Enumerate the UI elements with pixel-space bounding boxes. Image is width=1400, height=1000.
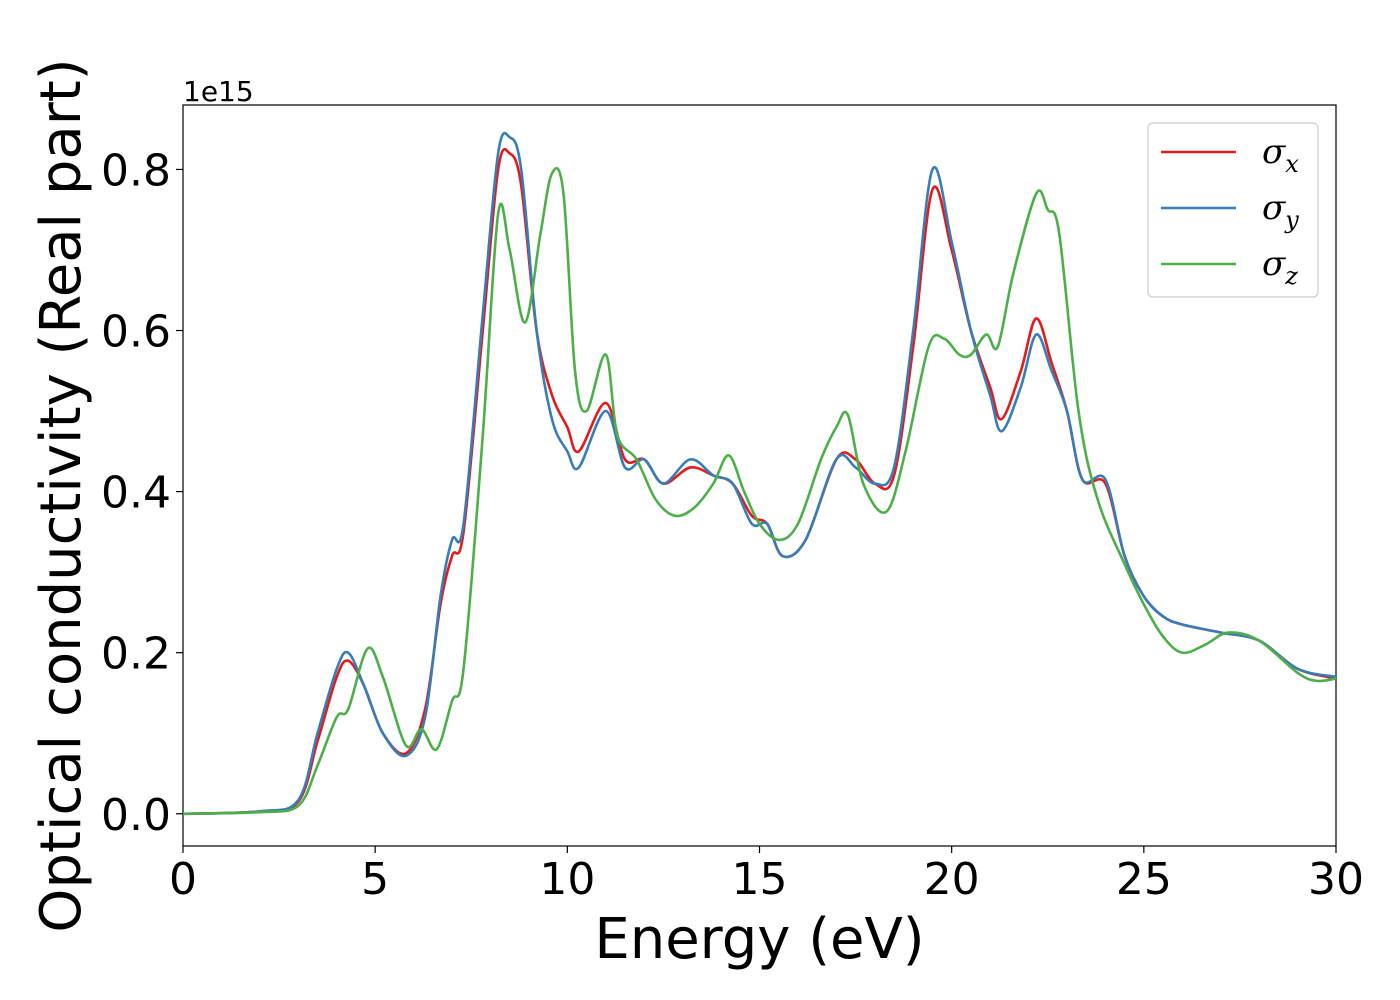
x-tick-label: 25 <box>1116 854 1172 905</box>
x-tick-label: 20 <box>924 854 980 905</box>
legend-symbol: σ <box>1262 188 1286 228</box>
y-axis-ticks: 0.0 0.2 0.4 0.6 0.8 <box>101 145 183 841</box>
x-axis-label: Energy (eV) <box>594 907 924 972</box>
legend-label-sigma-x: σx <box>1262 132 1299 178</box>
legend-label-sigma-y: σy <box>1262 188 1299 234</box>
x-tick-label: 10 <box>539 854 595 905</box>
y-tick-label: 0.2 <box>101 629 171 680</box>
series-line-sigma-z <box>182 166 1337 816</box>
y-axis-offset-label: 1e15 <box>183 75 254 108</box>
legend-label-sigma-z: σz <box>1262 244 1298 290</box>
legend-subscript: x <box>1285 150 1299 178</box>
legend-subscript: z <box>1284 262 1298 290</box>
y-tick-label: 0.6 <box>101 307 171 358</box>
legend-symbol: σ <box>1262 132 1286 172</box>
x-axis-ticks: 0 5 10 15 20 25 30 <box>169 846 1364 905</box>
y-axis-label: Optical conductivity (Real part) <box>29 58 94 932</box>
series-layer <box>182 131 1337 816</box>
x-tick-label: 0 <box>169 854 197 905</box>
y-tick-label: 0.0 <box>101 790 171 841</box>
x-tick-label: 30 <box>1308 854 1364 905</box>
legend-subscript: y <box>1284 206 1299 234</box>
legend-symbol: σ <box>1262 244 1286 284</box>
y-tick-label: 0.8 <box>101 145 171 196</box>
x-tick-label: 15 <box>732 854 788 905</box>
series-line-sigma-y <box>182 131 1337 816</box>
x-tick-label: 5 <box>361 854 389 905</box>
y-tick-label: 0.4 <box>101 468 171 519</box>
legend-box <box>1147 122 1319 298</box>
